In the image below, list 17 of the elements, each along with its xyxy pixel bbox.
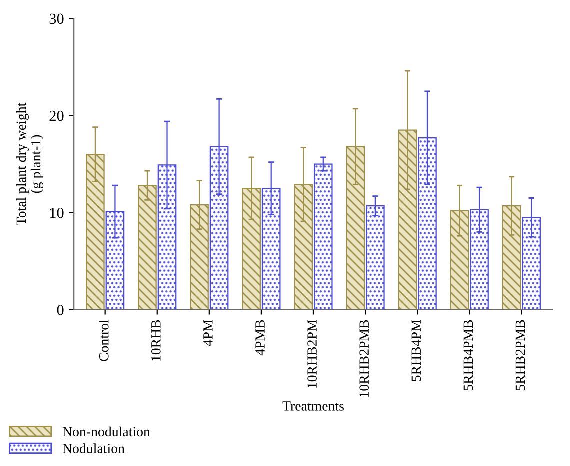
legend-label: Non-nodulation xyxy=(62,426,150,437)
legend-label: Nodulation xyxy=(62,444,125,454)
x-tick-label: 5RHB4PMB xyxy=(464,320,474,391)
y-axis-title: Total plant dry weight (g plant-1) xyxy=(16,102,44,226)
y-tick-label: 20 xyxy=(50,110,64,122)
y-tick-label: 10 xyxy=(50,208,64,218)
y-tick-label: 0 xyxy=(57,305,64,316)
y-tick-label: 30 xyxy=(50,14,64,24)
x-tick-label: 10RHB2PM xyxy=(308,320,317,388)
x-tick-label: Control xyxy=(99,320,109,362)
x-tick-label: 4PMB xyxy=(256,320,265,356)
x-axis-title: Treatments xyxy=(282,402,344,411)
x-tick-label: 10RHB2PMB xyxy=(360,320,370,398)
x-tick-label: 10RHB xyxy=(151,320,161,361)
x-tick-label: 5RHB4PM xyxy=(412,320,422,382)
x-tick-label: 4PM xyxy=(204,320,213,346)
x-tick-label: 5RHB2PMB xyxy=(516,320,526,391)
